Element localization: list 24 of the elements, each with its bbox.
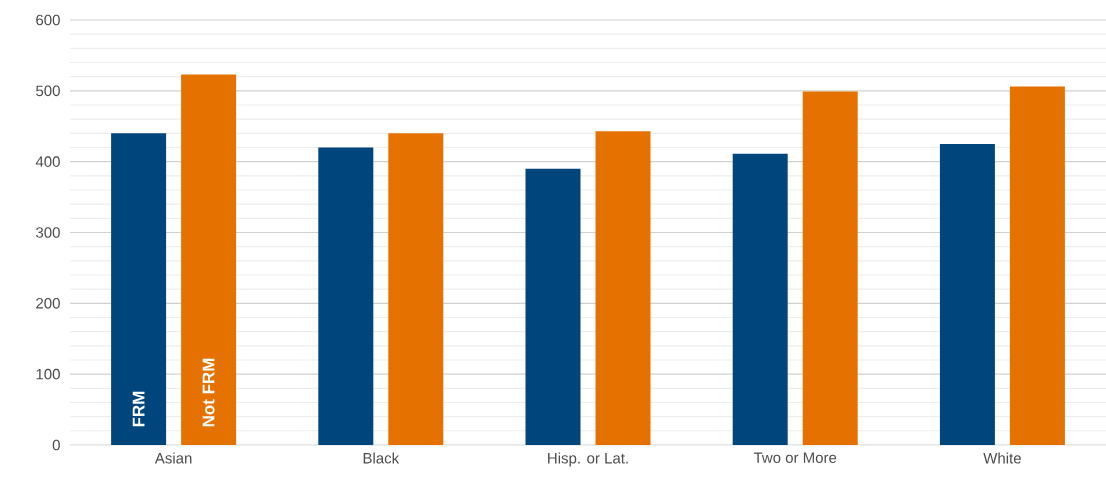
x-tick-label: Hisp. or Lat. (548, 452, 628, 467)
series-label: FRM (132, 391, 145, 427)
bar (525, 168, 581, 445)
bar (595, 131, 651, 445)
x-tick-label: White (983, 452, 1021, 464)
y-tick-label: 0 (52, 439, 60, 451)
series-label: Not FRM (202, 358, 215, 427)
bar (388, 133, 444, 445)
bar (732, 153, 788, 445)
y-tick-label: 200 (36, 298, 60, 309)
x-tick-label: Black (363, 452, 400, 464)
bar (181, 74, 237, 445)
x-tick-label: Two or More (753, 452, 837, 463)
y-tick-label: 100 (36, 368, 60, 380)
y-tick-label: 500 (36, 85, 60, 97)
bar (1009, 86, 1065, 445)
y-tick-label: 400 (35, 156, 60, 167)
x-tick-label: Asian (154, 452, 192, 464)
bar (802, 91, 858, 445)
bar (318, 147, 374, 445)
bar (939, 143, 995, 445)
y-tick-label: 600 (36, 14, 60, 26)
bar (111, 133, 167, 445)
y-tick-label: 300 (36, 227, 60, 238)
